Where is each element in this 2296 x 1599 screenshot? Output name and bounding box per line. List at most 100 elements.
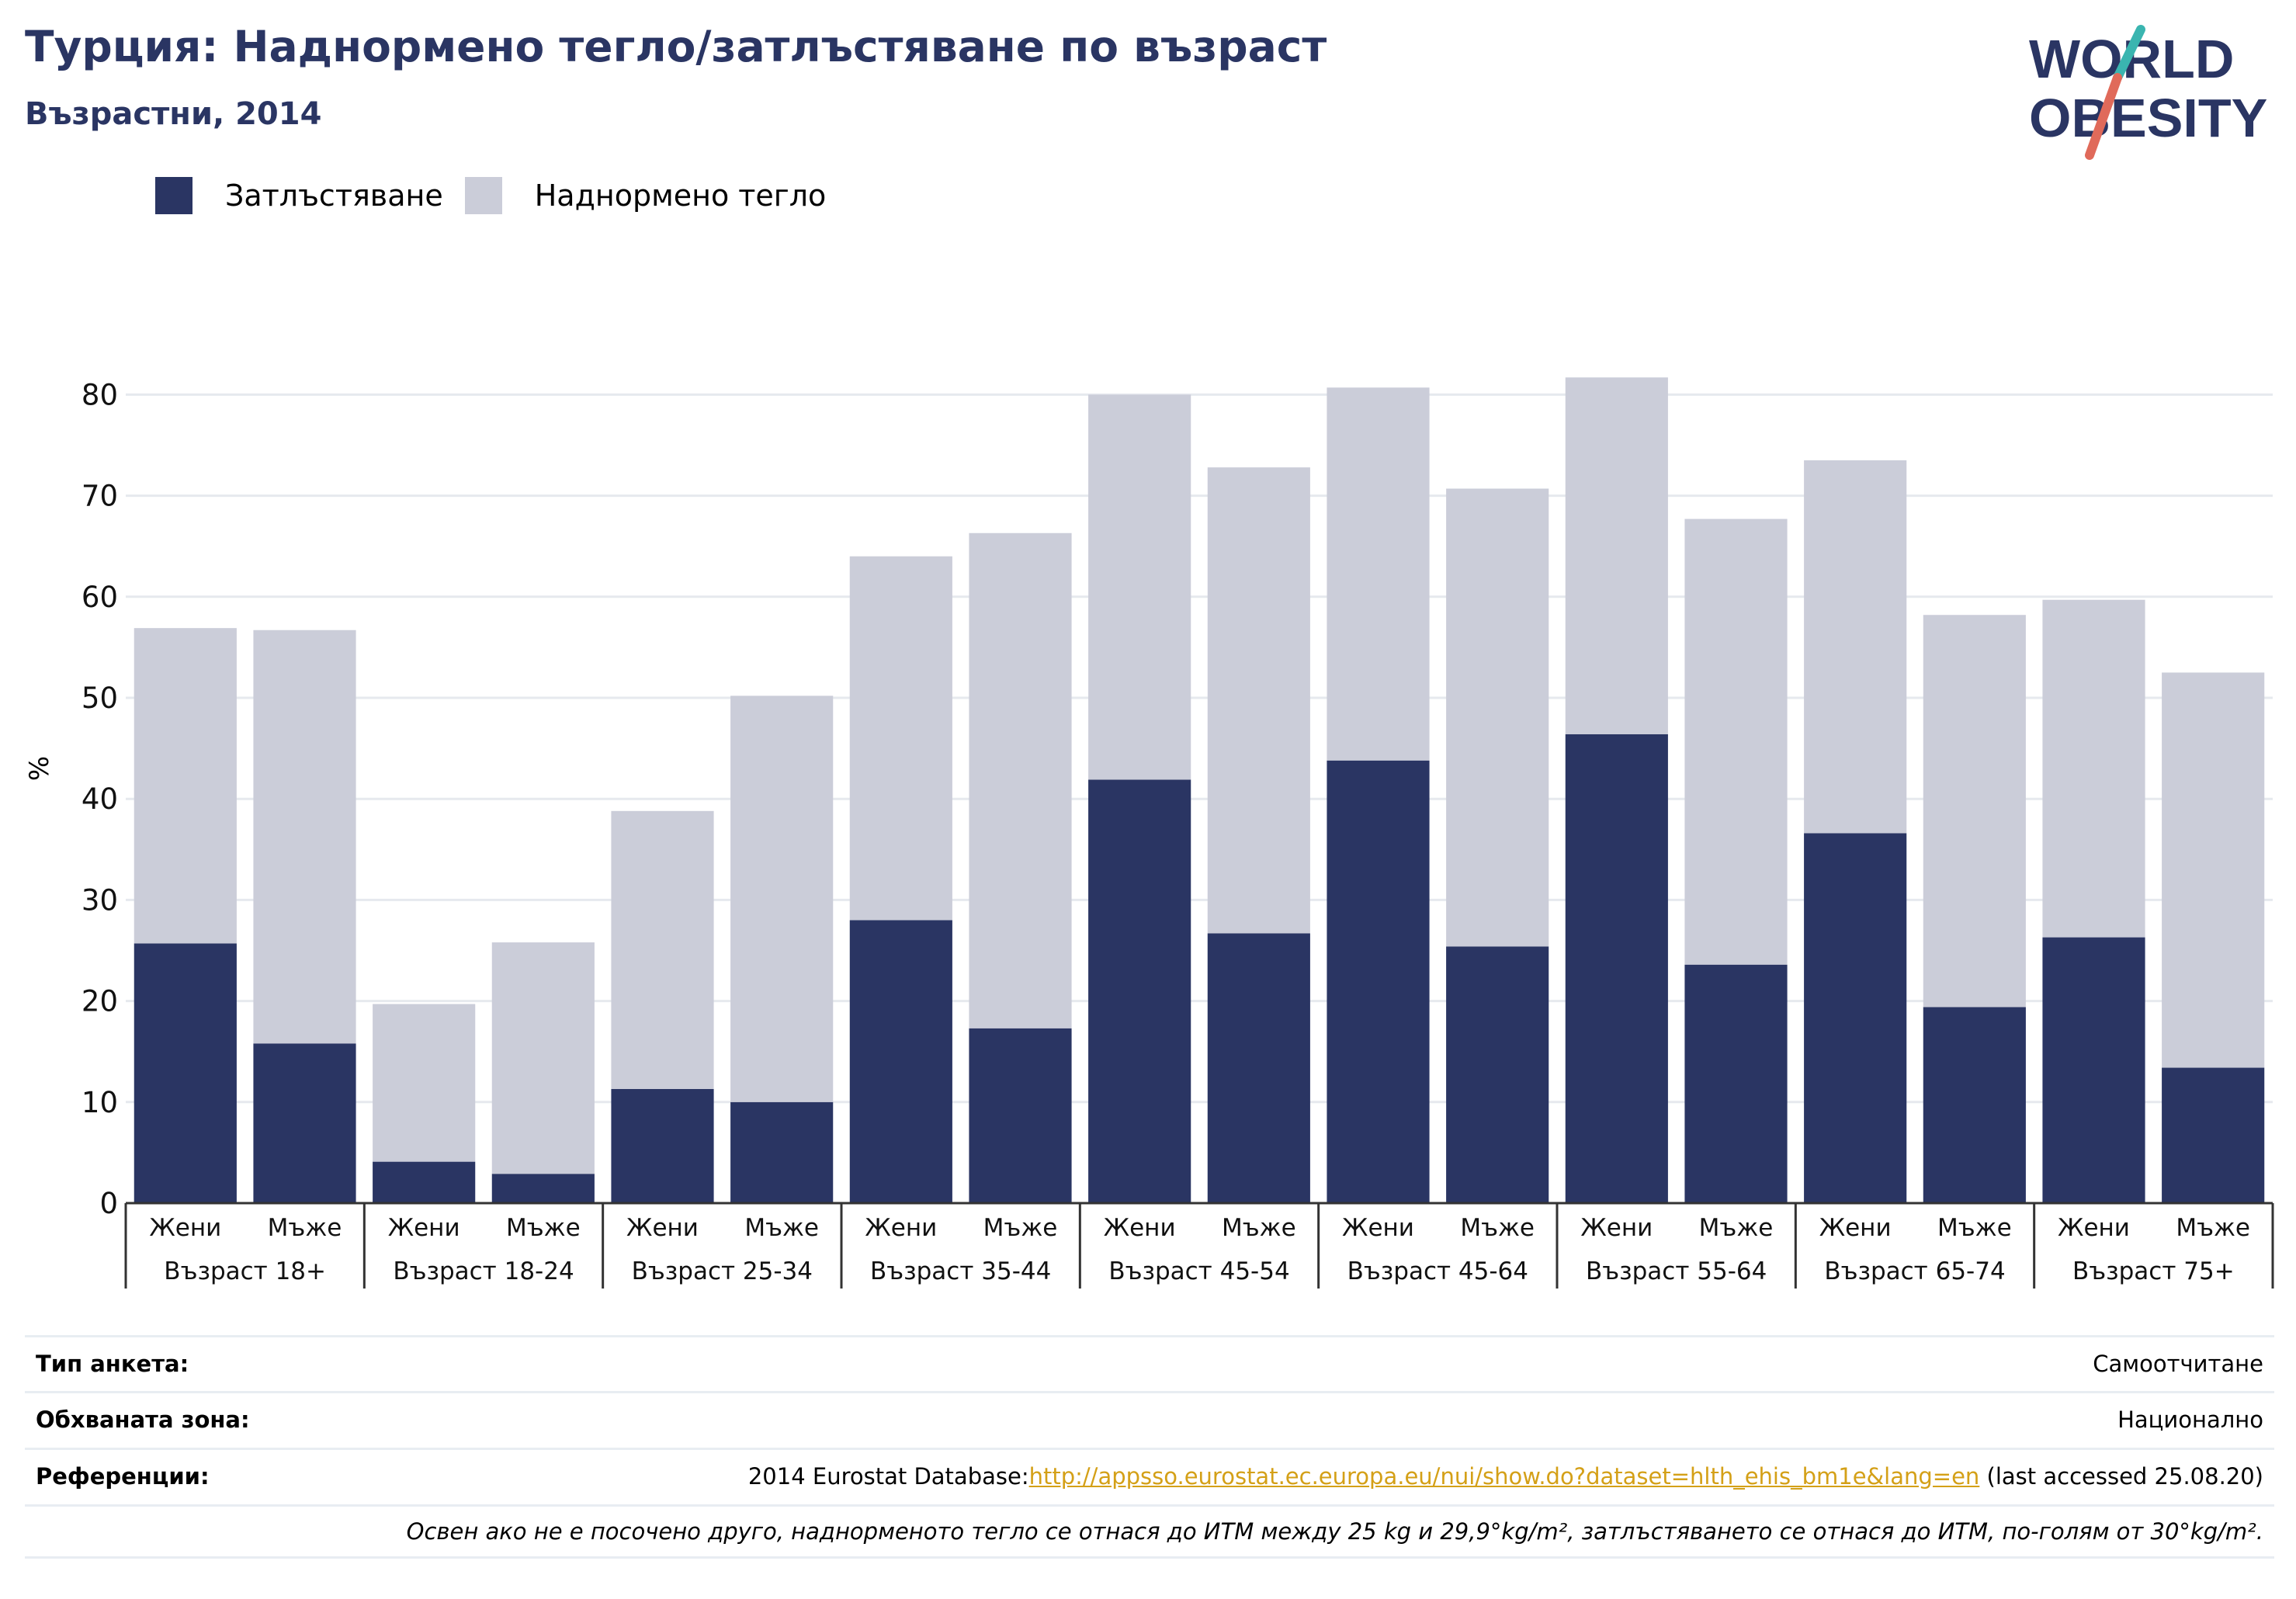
bmi-note: Освен ако не е посочено друго, наднормен… — [25, 1504, 2274, 1559]
bar-overweight — [134, 628, 237, 944]
x-group-label: Възраст 45-54 — [1108, 1257, 1289, 1285]
coverage-row: Обхваната зона: Национално — [25, 1391, 2274, 1445]
x-group-label: Възраст 18+ — [164, 1257, 326, 1285]
bar-overweight — [373, 1004, 476, 1162]
x-group-label: Възраст 55-64 — [1586, 1257, 1767, 1285]
references-label: Референции: — [36, 1462, 210, 1490]
x-sex-label: Жени — [865, 1214, 937, 1242]
x-sex-label: Мъже — [744, 1214, 819, 1242]
legend-label-overweight: Наднормено тегло — [534, 179, 827, 213]
y-tick-label: 50 — [82, 682, 118, 715]
x-sex-label: Жени — [626, 1214, 699, 1242]
y-axis: 0 10 20 30 40 50 60 70 80 — [82, 378, 118, 1220]
grid-lines — [126, 393, 2273, 1104]
bar-overweight — [491, 942, 595, 1174]
bar-obesity — [491, 1174, 595, 1203]
bar-obesity — [611, 1088, 714, 1203]
legend: Затлъстяване Наднормено тегло — [155, 177, 848, 214]
legend-label-obesity: Затлъстяване — [225, 179, 443, 213]
bar-overweight — [611, 810, 714, 1089]
x-sex-label: Жени — [1104, 1214, 1176, 1242]
bar-overweight — [1207, 467, 1310, 934]
x-axis: Жени Мъже Жени Мъже Жени Мъже Жени Мъже Жени Мъже… — [124, 1202, 2274, 1289]
logo-teal-stroke — [2113, 25, 2145, 82]
x-group-label: Възраст 35-44 — [870, 1257, 1051, 1285]
x-sex-label: Мъже — [1699, 1214, 1774, 1242]
x-sex-label: Мъже — [1222, 1214, 1296, 1242]
bar-obesity — [1207, 933, 1310, 1203]
x-sex-label: Мъже — [2176, 1214, 2250, 1242]
bar-overweight — [2162, 672, 2265, 1068]
x-group-label: Възраст 75+ — [2072, 1257, 2235, 1285]
bar-overweight — [969, 532, 1072, 1028]
bar-obesity — [1804, 833, 1907, 1203]
bar-obesity — [1565, 734, 1668, 1203]
bar-overweight — [1088, 394, 1191, 780]
world-obesity-logo: WORLD OBESITY — [2029, 25, 2267, 160]
x-group-label: Възраст 25-34 — [632, 1257, 813, 1285]
bar-obesity — [2162, 1067, 2265, 1203]
x-group-label: Възраст 18-24 — [393, 1257, 574, 1285]
x-sex-label: Мъже — [506, 1214, 581, 1242]
legend-swatch-overweight — [464, 177, 502, 214]
bar-overweight — [1804, 460, 1907, 834]
y-tick-label: 60 — [82, 581, 118, 614]
x-sex-label: Жени — [388, 1214, 460, 1242]
survey-type-row: Тип анкета: Самоотчитане — [25, 1335, 2274, 1389]
y-tick-label: 80 — [82, 378, 118, 411]
coverage-label: Обхваната зона: — [36, 1406, 250, 1433]
x-sex-label: Жени — [2058, 1214, 2130, 1242]
bar-obesity — [1327, 760, 1430, 1203]
y-tick-label: 30 — [82, 883, 118, 917]
y-tick-label: 0 — [99, 1187, 118, 1220]
bar-overweight — [1684, 519, 1788, 965]
y-tick-label: 70 — [82, 480, 118, 513]
x-sex-label: Мъже — [1937, 1214, 2012, 1242]
bar-obesity — [253, 1043, 356, 1203]
bar-overweight — [1446, 488, 1549, 947]
chart-subtitle: Възрастни, 2014 — [25, 96, 322, 132]
x-sex-label: Жени — [1819, 1214, 1892, 1242]
references-link[interactable]: http://appsso.eurostat.ec.europa.eu/nui/… — [1028, 1462, 1980, 1490]
bar-overweight — [2042, 599, 2145, 938]
bar-obesity — [730, 1101, 834, 1203]
x-sex-label: Жени — [1342, 1214, 1414, 1242]
y-tick-label: 20 — [82, 985, 118, 1018]
references-value: 2014 Eurostat Database:http://appsso.eur… — [748, 1463, 2274, 1490]
bar-obesity — [1923, 1007, 2026, 1203]
references-suffix: (last accessed 25.08.20) — [1979, 1462, 2264, 1490]
x-sex-label: Мъже — [268, 1214, 342, 1242]
y-axis-label: % — [24, 756, 55, 781]
bar-obesity — [373, 1161, 476, 1203]
chart-title: Турция: Наднормено тегло/затлъстяване по… — [25, 22, 1327, 71]
bar-obesity — [1684, 964, 1788, 1203]
x-sex-label: Жени — [149, 1214, 221, 1242]
references-row: Референции: 2014 Eurostat Database:http:… — [25, 1448, 2274, 1502]
y-tick-label: 40 — [82, 782, 118, 816]
references-prefix: 2014 Eurostat Database: — [747, 1462, 1029, 1490]
stacked-bar-chart: 0 10 20 30 40 50 60 70 80 Жени Мъже Жени Мъже Жени Мъ… — [24, 377, 2274, 1289]
legend-swatch-obesity — [155, 177, 192, 214]
bar-obesity — [969, 1028, 1072, 1203]
bar-overweight — [1923, 615, 2026, 1008]
bar-obesity — [1088, 779, 1191, 1203]
bar-overweight — [1565, 377, 1668, 734]
x-sex-label: Жени — [1580, 1214, 1653, 1242]
bar-overweight — [253, 630, 356, 1044]
logo-red-stroke — [2085, 73, 2122, 160]
x-group-label: Възраст 45-64 — [1347, 1257, 1528, 1285]
y-tick-label: 10 — [82, 1086, 118, 1119]
bar-obesity — [134, 943, 237, 1203]
logo-line2: OBESITY — [2029, 88, 2267, 148]
x-group-label: Възраст 65-74 — [1824, 1257, 2005, 1285]
bar-overweight — [1327, 387, 1430, 761]
x-sex-label: Мъже — [983, 1214, 1058, 1242]
bar-obesity — [1446, 946, 1549, 1203]
survey-type-value: Самоотчитане — [2093, 1350, 2263, 1377]
bar-overweight — [730, 695, 834, 1102]
bars — [134, 377, 2265, 1203]
survey-type-label: Тип анкета: — [36, 1350, 189, 1377]
x-sex-label: Мъже — [1460, 1214, 1535, 1242]
coverage-value: Национално — [2117, 1406, 2263, 1433]
bar-obesity — [2042, 937, 2145, 1203]
